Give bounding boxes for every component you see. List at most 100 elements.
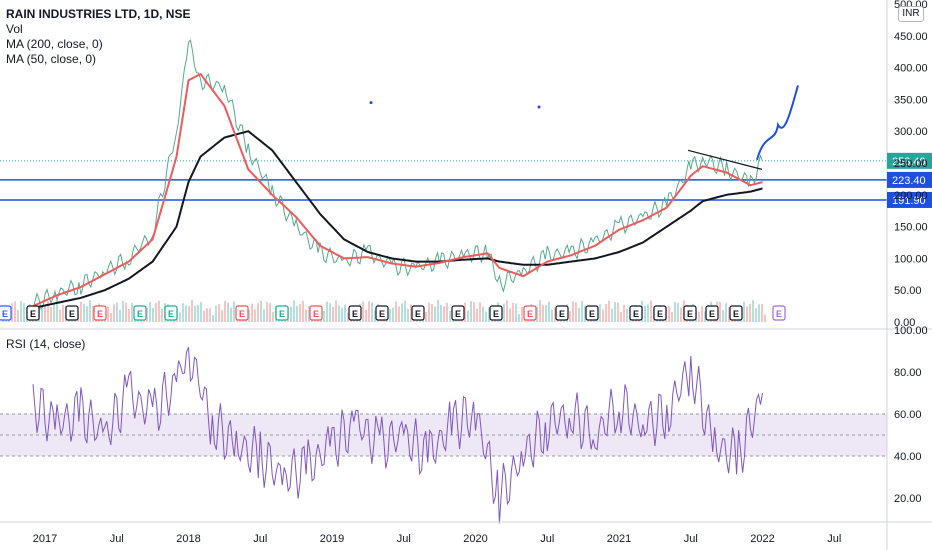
volume-bar — [404, 300, 406, 322]
earnings-marker-label: E — [455, 309, 461, 319]
volume-bar — [599, 304, 601, 322]
volume-bar — [152, 307, 154, 322]
symbol-title[interactable]: RAIN INDUSTRIES LTD, 1D, NSE — [6, 7, 191, 21]
ma200-line — [32, 130, 763, 309]
volume-bar — [755, 308, 757, 322]
volume-bar — [536, 306, 538, 322]
earnings-marker[interactable]: E — [523, 305, 537, 321]
volume-bar — [341, 307, 343, 322]
volume-bar — [260, 300, 262, 322]
earnings-marker[interactable]: E — [93, 305, 107, 321]
volume-bar — [539, 300, 541, 322]
ma200-legend[interactable]: MA (200, close, 0) — [6, 37, 103, 51]
earnings-marker[interactable]: E — [26, 305, 40, 321]
rsi-legend[interactable]: RSI (14, close) — [6, 337, 86, 351]
volume-bar — [650, 300, 652, 322]
volume-bar — [89, 300, 91, 322]
time-axis-tick: 2018 — [176, 533, 200, 545]
earnings-marker[interactable]: E — [309, 305, 323, 321]
earnings-marker[interactable]: E — [653, 305, 667, 321]
volume-legend[interactable]: Vol — [6, 22, 23, 36]
volume-bar — [326, 301, 328, 322]
earnings-marker[interactable]: E — [683, 305, 697, 321]
earnings-marker[interactable]: E — [0, 305, 12, 321]
earnings-marker-label: E — [313, 309, 319, 319]
volume-bar — [62, 304, 64, 322]
volume-bar — [623, 305, 625, 322]
volume-bar — [233, 301, 235, 322]
volume-bar — [296, 305, 298, 322]
volume-bar — [263, 309, 265, 322]
earnings-marker[interactable]: E — [555, 305, 569, 321]
earnings-marker-label: E — [633, 309, 639, 319]
earnings-marker[interactable]: E — [65, 305, 79, 321]
volume-bar — [482, 306, 484, 322]
volume-bar — [575, 302, 577, 322]
volume-bar — [725, 303, 727, 322]
volume-bar — [119, 309, 121, 322]
earnings-marker[interactable]: E — [451, 305, 465, 321]
volume-bar — [53, 303, 55, 322]
volume-bar — [194, 305, 196, 322]
chart-legend: RAIN INDUSTRIES LTD, 1D, NSE Vol MA (200… — [6, 7, 190, 67]
price-axis-tick: 150.00 — [894, 222, 928, 234]
currency-badge[interactable]: INR — [898, 6, 924, 22]
earnings-marker[interactable]: E — [235, 305, 249, 321]
volume-bar — [722, 310, 724, 322]
ma50-line — [32, 72, 763, 308]
earnings-marker-box — [705, 305, 719, 321]
volume-bar — [218, 303, 220, 322]
earnings-marker[interactable]: E — [348, 305, 362, 321]
volume-bar — [764, 314, 766, 322]
earnings-marker[interactable]: E — [375, 305, 389, 321]
volume-bar — [224, 300, 226, 322]
earnings-marker-box — [309, 305, 323, 321]
earnings-marker-label: E — [527, 309, 533, 319]
volume-bar — [344, 304, 346, 322]
volume-bar — [752, 300, 754, 322]
volume-bar — [443, 306, 445, 322]
volume-bar — [251, 303, 253, 322]
earnings-marker[interactable]: E — [411, 305, 425, 321]
volume-bar — [293, 300, 295, 322]
earnings-marker-box — [0, 305, 12, 321]
earnings-marker[interactable]: E — [133, 305, 147, 321]
volume-bar — [578, 307, 580, 322]
volume-bar — [191, 300, 193, 322]
volume-bar — [107, 306, 109, 322]
price-axis-tick: 100.00 — [894, 253, 928, 265]
price-axis-tick: 250.00 — [894, 158, 928, 170]
time-axis-tick: Jul — [684, 533, 698, 545]
ma50-legend[interactable]: MA (50, close, 0) — [6, 52, 97, 66]
volume-bar — [206, 308, 208, 322]
volume-bar — [11, 303, 13, 322]
earnings-marker-label: E — [657, 309, 663, 319]
rsi-pane[interactable] — [0, 347, 887, 524]
earnings-marker[interactable]: E — [275, 305, 289, 321]
earnings-marker[interactable]: E — [629, 305, 643, 321]
volume-bar — [44, 306, 46, 322]
rsi-axis-tick: 20.00 — [894, 493, 922, 505]
earnings-marker[interactable]: E — [164, 305, 178, 321]
price-axis-tick: 500.00 — [894, 0, 928, 11]
volume-bar — [188, 306, 190, 322]
volume-bar — [407, 308, 409, 322]
earnings-marker[interactable]: E — [729, 305, 743, 321]
earnings-marker-box — [451, 305, 465, 321]
volume-bar — [59, 309, 61, 322]
earnings-marker-label: E — [687, 309, 693, 319]
earnings-marker[interactable]: E — [585, 305, 599, 321]
time-axis-tick: 2020 — [463, 533, 487, 545]
earnings-marker[interactable]: E — [772, 305, 786, 321]
volume-bar — [347, 312, 349, 322]
earnings-marker[interactable]: E — [489, 305, 503, 321]
volume-bar — [299, 303, 301, 322]
volume-bar — [626, 308, 628, 322]
earnings-marker-label: E — [709, 309, 715, 319]
earnings-marker[interactable]: E — [705, 305, 719, 321]
volume-bar — [86, 306, 88, 322]
volume-bar — [212, 315, 214, 322]
price-axis-tick: 450.00 — [894, 31, 928, 43]
